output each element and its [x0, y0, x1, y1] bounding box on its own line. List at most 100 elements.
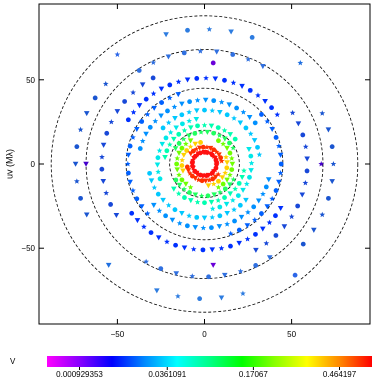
x-tick-label: 50: [287, 330, 296, 339]
uv-point: [215, 184, 222, 190]
uv-point: [186, 118, 193, 124]
y-tick-label: −50: [21, 244, 35, 253]
uv-point: [215, 197, 222, 203]
uv-point: [156, 207, 163, 214]
uv-point: [83, 111, 90, 117]
uv-point: [92, 95, 98, 101]
uv-point: [186, 109, 192, 115]
uv-point: [102, 80, 109, 87]
uv-point: [158, 113, 164, 119]
uv-point: [297, 59, 304, 66]
uv-point: [222, 136, 228, 142]
uv-point: [192, 141, 199, 147]
uv-point: [222, 169, 229, 176]
uv-point: [209, 214, 216, 220]
uv-point: [187, 190, 192, 195]
uv-point: [273, 233, 279, 238]
uv-point: [191, 155, 197, 161]
uv-point: [247, 87, 253, 93]
uv-point: [172, 116, 178, 122]
uv-point: [164, 238, 170, 245]
uv-point: [221, 272, 228, 278]
uv-point: [224, 145, 230, 151]
uv-point: [292, 272, 298, 278]
x-tick-label: 0: [202, 330, 207, 339]
reference-circle: [85, 49, 324, 279]
uv-point: [205, 193, 211, 199]
uv-point: [210, 176, 216, 182]
colorbar: [47, 356, 372, 367]
uv-point: [186, 212, 192, 219]
uv-point: [204, 129, 211, 135]
uv-point: [144, 210, 151, 217]
uv-point: [175, 190, 182, 197]
uv-point: [220, 140, 227, 147]
uv-point: [202, 200, 207, 206]
uv-point: [202, 178, 209, 184]
uv-point: [130, 187, 136, 193]
uv-point: [263, 184, 269, 190]
uv-point: [218, 245, 225, 251]
reference-circle: [169, 129, 240, 199]
uv-point: [187, 184, 194, 190]
uv-point: [186, 133, 192, 139]
uv-point: [211, 98, 217, 104]
uv-point: [329, 144, 335, 150]
uv-point: [154, 288, 160, 294]
uv-point: [160, 125, 166, 131]
uv-point: [207, 145, 214, 151]
uv-point: [230, 145, 237, 151]
uv-point: [176, 182, 183, 188]
uv-point: [99, 166, 105, 172]
uv-point: [209, 225, 214, 231]
uv-point: [213, 49, 220, 55]
uv-point: [163, 32, 169, 38]
uv-point: [181, 245, 188, 251]
uv-point: [269, 126, 275, 133]
uv-point: [202, 97, 209, 103]
uv-point: [165, 54, 172, 60]
uv-point: [229, 197, 236, 203]
uv-point: [175, 92, 182, 98]
uv-point: [201, 122, 208, 128]
uv-point: [182, 195, 187, 200]
uv-point: [240, 187, 246, 193]
uv-point: [77, 126, 84, 133]
uv-point: [300, 241, 306, 247]
reference-circles: [50, 15, 359, 313]
uv-point: [155, 168, 162, 175]
uv-point: [174, 155, 181, 161]
uv-point: [126, 170, 131, 176]
uv-point: [104, 130, 110, 136]
uv-point: [212, 76, 219, 82]
uv-point: [172, 146, 179, 152]
y-tick-label: 50: [26, 76, 35, 85]
uv-point: [182, 140, 189, 147]
uv-point: [239, 175, 245, 181]
uv-point: [125, 117, 131, 123]
uv-point: [299, 192, 306, 198]
uv-point: [158, 266, 164, 272]
uv-point: [240, 290, 246, 296]
uv-point: [179, 112, 185, 118]
uv-point: [222, 195, 227, 200]
uv-point: [210, 262, 217, 268]
uv-point: [195, 176, 202, 183]
uv-point: [222, 77, 227, 83]
uv-point: [277, 205, 284, 212]
uv-point: [160, 197, 166, 203]
uv-point: [114, 109, 121, 115]
uv-point: [218, 158, 225, 164]
uv-point: [217, 189, 223, 195]
uv-point: [173, 271, 180, 277]
uv-point: [217, 109, 223, 115]
uv-point: [187, 143, 194, 150]
uv-point: [256, 151, 263, 158]
uv-point: [176, 141, 182, 146]
uv-point: [216, 132, 223, 138]
uv-point: [205, 183, 212, 189]
uv-point: [166, 141, 173, 148]
uv-point: [220, 181, 226, 187]
uv-point: [224, 177, 230, 183]
